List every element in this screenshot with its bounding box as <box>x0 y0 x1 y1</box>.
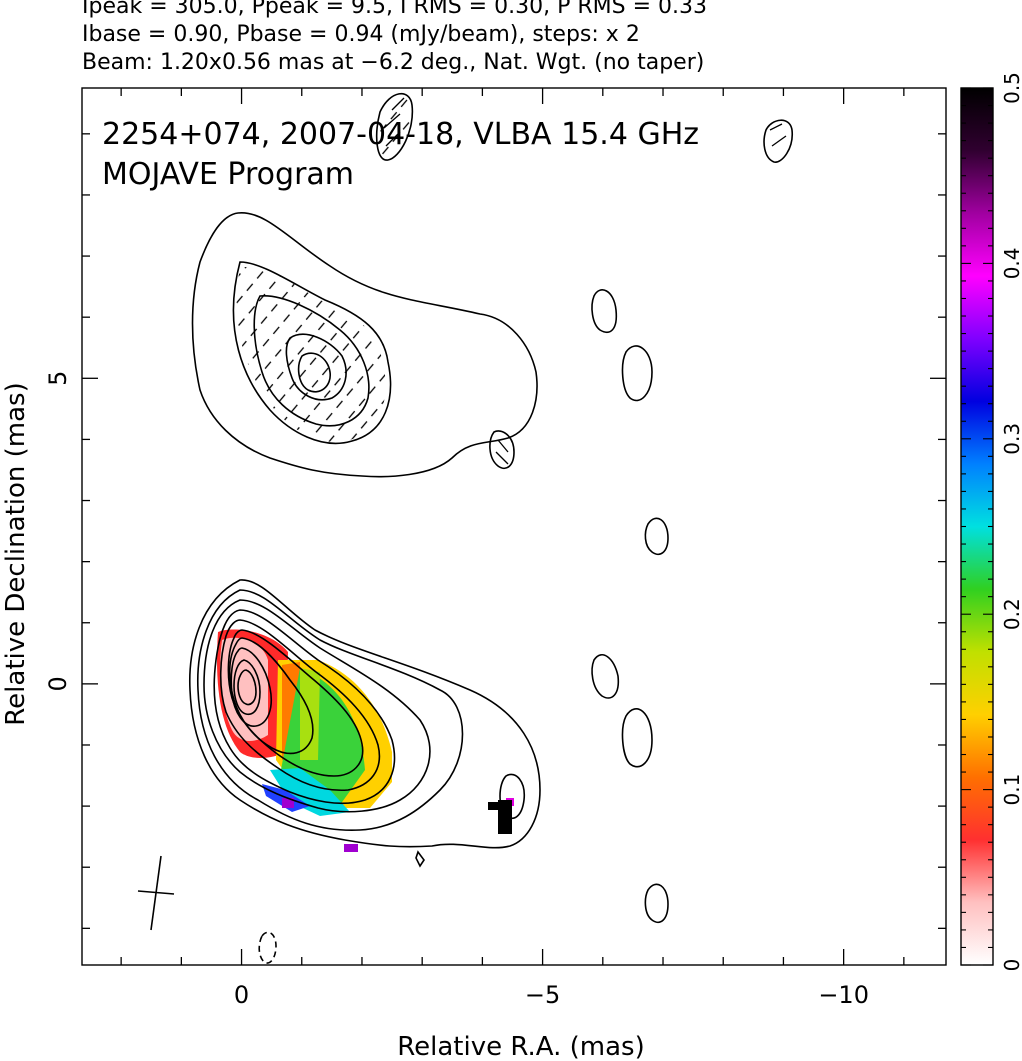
map-area: 2254+074, 2007-04-18, VLBA 15.4 GHz MOJA… <box>102 93 793 964</box>
map-title-line-1: 2254+074, 2007-04-18, VLBA 15.4 GHz <box>102 117 699 152</box>
contour-core-8 <box>230 647 272 727</box>
colorbar: 0 0.1 0.2 0.3 0.4 0.5 <box>960 72 1022 971</box>
contour-core-6 <box>227 629 364 777</box>
contour-field-6 <box>644 883 669 924</box>
polarization-vectors <box>383 97 787 465</box>
contour-top-blob <box>375 93 414 161</box>
pol-fill-black-2 <box>488 802 500 810</box>
y-axis-label: Relative Declination (mas) <box>1 382 31 725</box>
contour-core-7 <box>228 637 314 755</box>
y-tick-label: 5 <box>44 371 72 386</box>
contour-field-5 <box>621 708 653 768</box>
y-tick-label: 0 <box>44 676 72 691</box>
contour-field-1 <box>591 289 618 334</box>
colorbar-ticks: 0 0.1 0.2 0.3 0.4 0.5 <box>961 72 1022 971</box>
x-tick-label: −10 <box>818 981 869 1009</box>
contour-north-3 <box>253 295 370 427</box>
x-tick-label: −5 <box>525 981 560 1009</box>
y-axis-ticks: 05 <box>44 133 946 929</box>
contour-field-3 <box>644 517 669 556</box>
hatch-region <box>236 266 386 442</box>
contour-core-2 <box>196 589 464 832</box>
contour-field-7 <box>415 850 425 868</box>
contour-core-4 <box>213 609 396 805</box>
contour-core-9 <box>233 659 261 716</box>
header-line-2: Ibase = 0.90, Pbase = 0.94 (mJy/beam), s… <box>82 22 640 47</box>
colorbar-tick-label: 0.5 <box>1000 72 1022 104</box>
pol-fill-purple-2 <box>344 844 358 852</box>
header-line-3: Beam: 1.20x0.56 mas at −6.2 deg., Nat. W… <box>82 50 705 75</box>
contour-north-4 <box>285 333 347 401</box>
contour-dashed <box>258 931 277 964</box>
contour-core-blob <box>499 773 526 820</box>
colorbar-gradient <box>960 87 994 966</box>
x-axis-label: Relative R.A. (mas) <box>397 1032 644 1061</box>
contour-field-2 <box>621 345 653 402</box>
colorbar-tick-label: 0 <box>1000 959 1022 972</box>
plot-frame <box>81 87 947 966</box>
colorbar-tick-label: 0.3 <box>1000 423 1022 455</box>
beam-marker <box>137 855 175 931</box>
contours <box>188 93 793 964</box>
contour-field-4 <box>591 654 620 699</box>
pol-fill-cyan <box>270 768 350 816</box>
hatch-blob-top <box>376 93 413 161</box>
contour-core-5 <box>219 619 381 792</box>
contour-core-3 <box>203 599 431 813</box>
contour-north-2 <box>232 261 392 445</box>
header-line-1: Ipeak = 305.0, Ppeak = 9.5, I RMS = 0.30… <box>82 0 707 19</box>
colorbar-tick-label: 0.2 <box>1000 598 1022 630</box>
colorbar-tick-label: 0.1 <box>1000 774 1022 806</box>
contour-top-right-blob <box>763 119 793 163</box>
contour-core-10 <box>237 669 257 706</box>
map-title-line-2: MOJAVE Program <box>102 157 354 192</box>
colorbar-tick-label: 0.4 <box>1000 247 1022 279</box>
x-axis-ticks: 0 −5 −10 <box>120 88 905 1009</box>
contour-core-1 <box>188 579 541 849</box>
contour-north-blob <box>489 430 515 470</box>
contour-north-5 <box>297 352 331 393</box>
pol-fill-purple-1 <box>282 798 294 808</box>
x-tick-label: 0 <box>234 981 249 1009</box>
contour-north-outer <box>191 212 538 478</box>
